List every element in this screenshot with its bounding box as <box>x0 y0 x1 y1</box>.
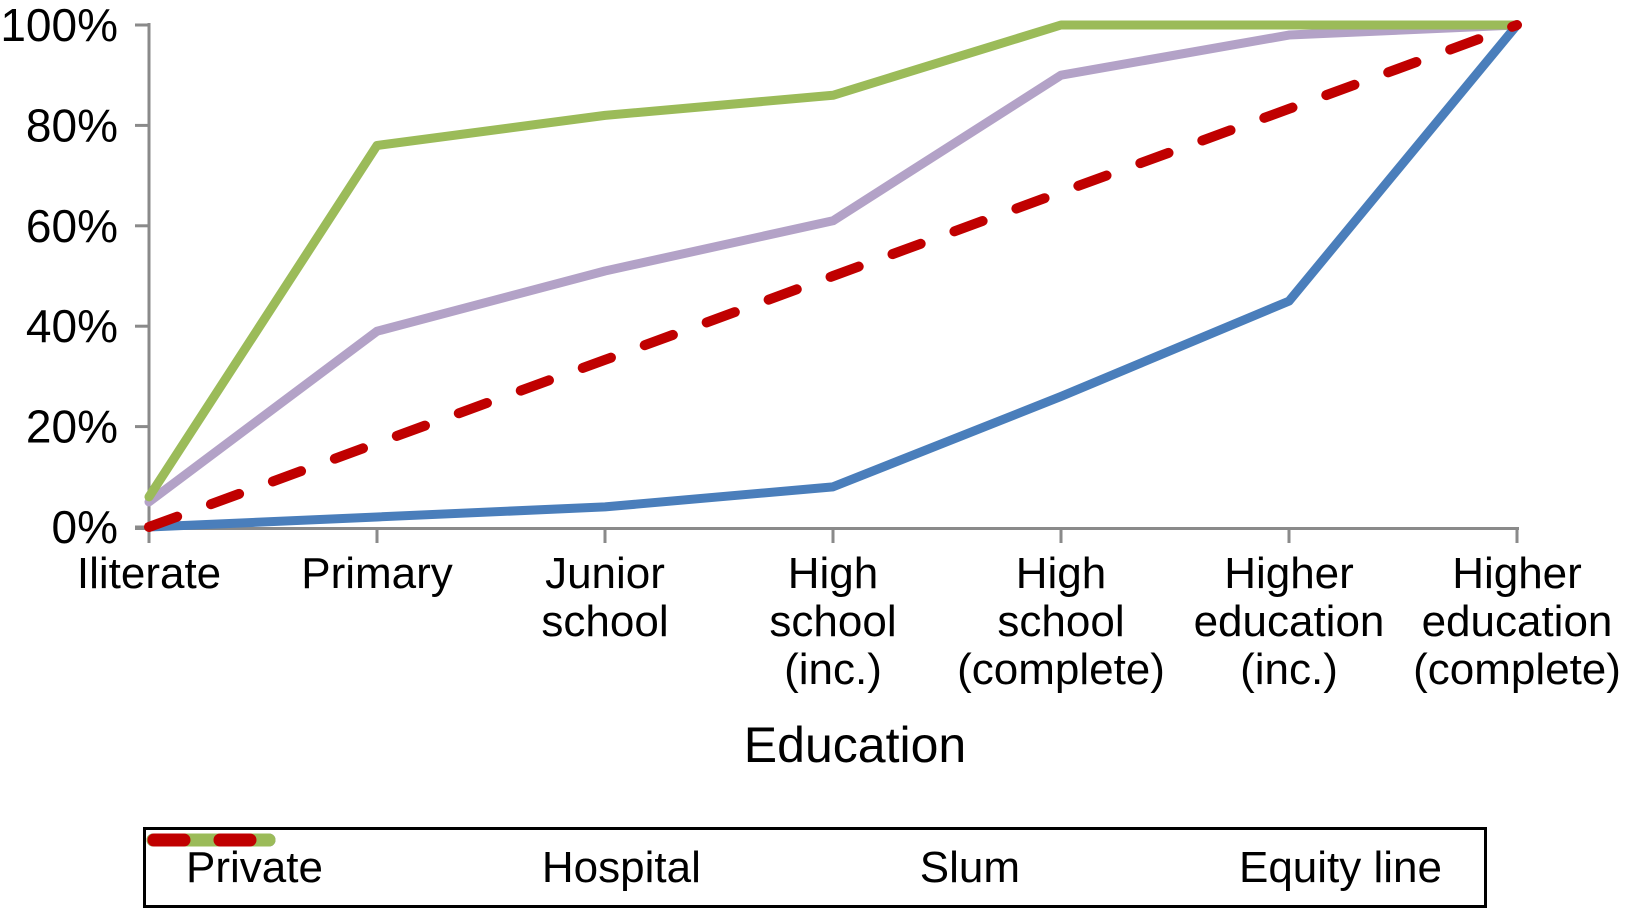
equity-line-swatch-icon <box>147 833 285 847</box>
legend-label-hospital: Hospital <box>541 842 701 892</box>
legend-label-private: Private <box>186 842 323 892</box>
y-tick-label: 100% <box>0 0 118 51</box>
x-category-label: High school (inc.) <box>769 549 896 694</box>
legend-item-slum: Equity line Slum <box>146 833 1021 892</box>
y-tick-label: 80% <box>26 99 118 151</box>
legend-label-equity-line: Equity line <box>1238 842 1442 892</box>
legend-label-slum: Slum <box>919 842 1021 892</box>
legend-item-hospital: Hospital <box>146 833 701 892</box>
x-category-label: Higher education (inc.) <box>1194 549 1385 694</box>
series-line-private <box>144 20 1522 532</box>
series-line-slum <box>144 20 1522 502</box>
legend-item-private: Private <box>146 833 323 892</box>
x-category-label: Iliterate <box>77 549 221 598</box>
x-category-label: Primary <box>301 549 453 598</box>
series-line-hospital <box>144 20 1522 507</box>
y-tick-label: 60% <box>26 200 118 252</box>
legend: Private Hospital Equity line Slum Equity… <box>143 827 1487 908</box>
x-category-label: High school (complete) <box>957 549 1165 694</box>
y-tick-label: 40% <box>26 300 118 352</box>
legend-item-equity-line: Equity line <box>147 833 1442 892</box>
series-line-equity-line <box>144 20 1522 532</box>
x-category-label: Higher education (complete) <box>1413 549 1621 694</box>
y-tick-label: 20% <box>26 401 118 453</box>
x-category-label: Junior school <box>541 549 668 646</box>
x-axis-title: Education <box>743 717 967 773</box>
y-tick-label: 0% <box>52 501 118 553</box>
